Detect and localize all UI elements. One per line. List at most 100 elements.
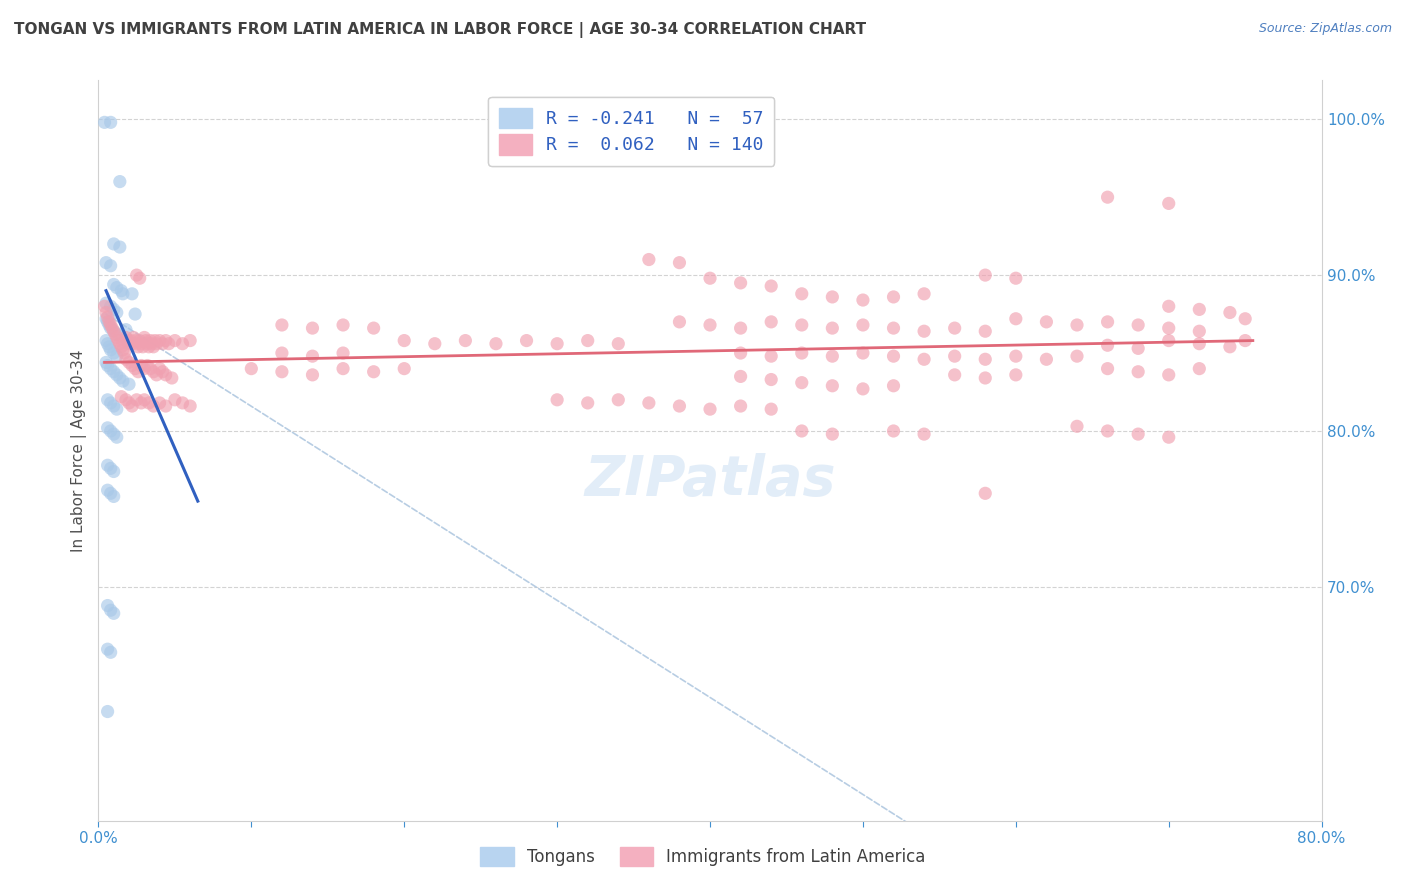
Point — [98, 315, 121, 329]
Point — [730, 346, 752, 360]
Point — [270, 365, 292, 379]
Point — [974, 352, 997, 367]
Point — [1004, 368, 1026, 382]
Point — [103, 490, 125, 504]
Point — [821, 349, 844, 363]
Point — [129, 359, 152, 373]
Point — [668, 255, 690, 269]
Point — [118, 355, 141, 369]
Point — [637, 252, 661, 267]
Point — [124, 334, 146, 348]
Point — [103, 324, 125, 338]
Point — [121, 399, 143, 413]
Point — [103, 324, 125, 338]
Point — [124, 361, 146, 376]
Point — [115, 323, 138, 337]
Point — [103, 427, 125, 442]
Point — [172, 336, 194, 351]
Point — [546, 392, 568, 407]
Point — [94, 334, 117, 348]
Point — [129, 396, 152, 410]
Point — [1157, 299, 1180, 313]
Point — [145, 336, 167, 351]
Point — [103, 236, 125, 251]
Point — [127, 340, 149, 354]
Point — [149, 396, 172, 410]
Point — [121, 336, 143, 351]
Point — [141, 336, 163, 351]
Point — [172, 396, 194, 410]
Point — [117, 334, 139, 348]
Point — [699, 402, 721, 417]
Point — [852, 346, 875, 360]
Point — [730, 369, 752, 384]
Point — [392, 334, 416, 348]
Point — [852, 318, 875, 332]
Point — [1128, 365, 1150, 379]
Point — [1188, 302, 1211, 317]
Point — [668, 315, 690, 329]
Point — [97, 599, 120, 613]
Point — [163, 392, 186, 407]
Point — [120, 334, 142, 348]
Point — [730, 399, 752, 413]
Point — [1157, 334, 1180, 348]
Point — [1004, 349, 1026, 363]
Point — [94, 305, 117, 319]
Point — [136, 336, 159, 351]
Point — [157, 336, 180, 351]
Point — [1004, 311, 1026, 326]
Point — [1097, 190, 1119, 204]
Point — [105, 402, 128, 417]
Point — [730, 276, 752, 290]
Point — [152, 336, 174, 351]
Point — [821, 378, 844, 392]
Point — [112, 346, 135, 360]
Point — [301, 349, 323, 363]
Point — [454, 334, 477, 348]
Point — [943, 321, 966, 335]
Point — [759, 279, 782, 293]
Point — [100, 299, 122, 313]
Point — [124, 307, 146, 321]
Point — [134, 330, 156, 344]
Point — [912, 427, 935, 442]
Point — [100, 259, 122, 273]
Point — [821, 321, 844, 335]
Point — [128, 271, 150, 285]
Point — [1157, 430, 1180, 444]
Point — [121, 359, 143, 373]
Point — [759, 315, 782, 329]
Point — [790, 376, 813, 390]
Point — [104, 327, 127, 342]
Point — [142, 365, 165, 379]
Point — [118, 336, 141, 351]
Point — [103, 607, 125, 621]
Point — [125, 392, 148, 407]
Point — [134, 361, 156, 376]
Point — [1219, 340, 1241, 354]
Point — [138, 340, 160, 354]
Point — [145, 368, 167, 382]
Point — [143, 334, 166, 348]
Point — [110, 284, 132, 298]
Point — [363, 365, 385, 379]
Point — [93, 299, 115, 313]
Point — [135, 334, 157, 348]
Point — [270, 318, 292, 332]
Point — [97, 483, 120, 498]
Point — [485, 336, 508, 351]
Point — [142, 340, 165, 354]
Point — [100, 361, 122, 376]
Point — [98, 318, 121, 332]
Text: ZIPatlas: ZIPatlas — [585, 453, 835, 507]
Point — [852, 382, 875, 396]
Point — [94, 296, 117, 310]
Point — [93, 115, 115, 129]
Point — [392, 361, 416, 376]
Point — [155, 368, 177, 382]
Point — [97, 315, 120, 329]
Point — [1234, 311, 1257, 326]
Point — [790, 424, 813, 438]
Point — [128, 334, 150, 348]
